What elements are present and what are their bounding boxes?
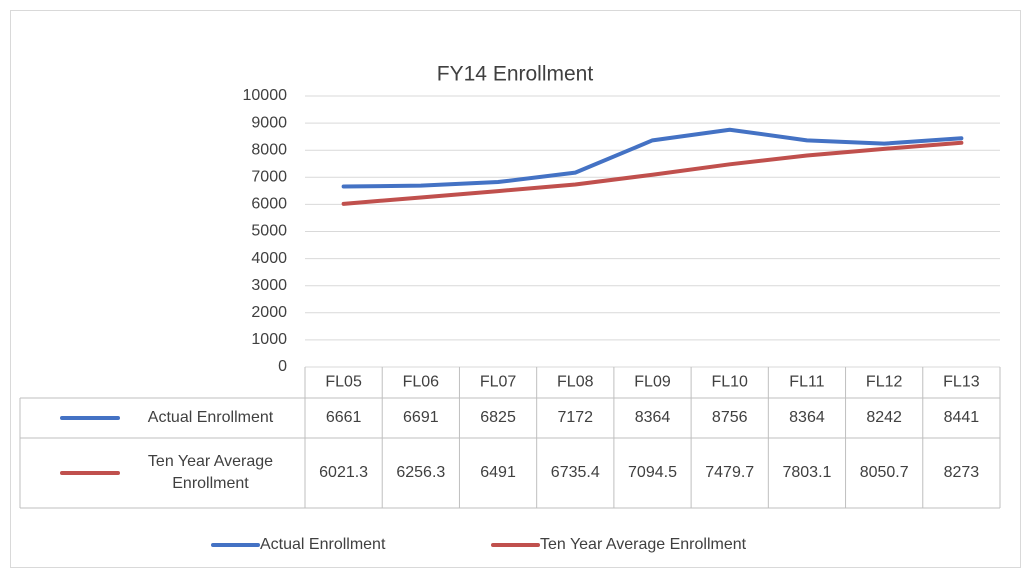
y-tick-label: 6000 xyxy=(251,196,287,213)
table-cell: 8242 xyxy=(866,409,902,426)
y-tick-label: 9000 xyxy=(251,114,287,131)
y-tick-label: 0 xyxy=(278,358,287,375)
y-tick-label: 1000 xyxy=(251,331,287,348)
data-line xyxy=(341,127,964,189)
table-row-label-text: Ten Year Average Enrollment xyxy=(147,453,274,492)
y-tick-label: 10000 xyxy=(243,87,288,104)
x-tick-label: FL06 xyxy=(403,374,440,391)
table-cell: 6661 xyxy=(326,409,362,426)
x-tick-label: FL10 xyxy=(711,374,748,391)
x-tick-label: FL12 xyxy=(866,374,903,391)
table-row-label: Actual Enrollment xyxy=(147,409,274,426)
table-cell: 6021.3 xyxy=(319,464,368,481)
y-tick-label: 7000 xyxy=(251,169,287,186)
table-cell: 8364 xyxy=(635,409,671,426)
y-tick-label: 8000 xyxy=(251,141,287,158)
table-cell: 8364 xyxy=(789,409,825,426)
table-cell: 6256.3 xyxy=(396,464,445,481)
table-cell: 7094.5 xyxy=(628,464,677,481)
chart-title: FY14 Enrollment xyxy=(437,63,594,86)
table-cell: 8441 xyxy=(944,409,980,426)
table-cell: 6735.4 xyxy=(551,464,600,481)
table-cell: 7803.1 xyxy=(782,464,831,481)
y-tick-label: 3000 xyxy=(251,277,287,294)
legend-label: Actual Enrollment xyxy=(260,536,386,553)
y-tick-label: 2000 xyxy=(251,304,287,321)
table-cell: 8273 xyxy=(944,464,980,481)
x-tick-label: FL09 xyxy=(634,374,671,391)
table-cell: 7479.7 xyxy=(705,464,754,481)
x-tick-label: FL07 xyxy=(480,374,517,391)
legend-label: Ten Year Average Enrollment xyxy=(540,536,747,553)
table-cell: 6691 xyxy=(403,409,439,426)
table-cell: 8050.7 xyxy=(860,464,909,481)
data-line xyxy=(341,140,964,206)
table-cell: 6491 xyxy=(480,464,516,481)
x-tick-label: FL08 xyxy=(557,374,594,391)
y-tick-label: 5000 xyxy=(251,223,287,240)
table-row-label: Ten Year Average Enrollment xyxy=(147,453,274,492)
x-tick-label: FL05 xyxy=(325,374,362,391)
table-row-label-text: Actual Enrollment xyxy=(147,409,274,426)
table-cell: 6825 xyxy=(480,409,516,426)
y-tick-label: 4000 xyxy=(251,250,287,267)
table-cell: 7172 xyxy=(557,409,593,426)
x-tick-label: FL11 xyxy=(789,374,824,391)
x-tick-label: FL13 xyxy=(943,374,980,391)
chart-border xyxy=(10,10,1021,568)
table-cell: 8756 xyxy=(712,409,748,426)
